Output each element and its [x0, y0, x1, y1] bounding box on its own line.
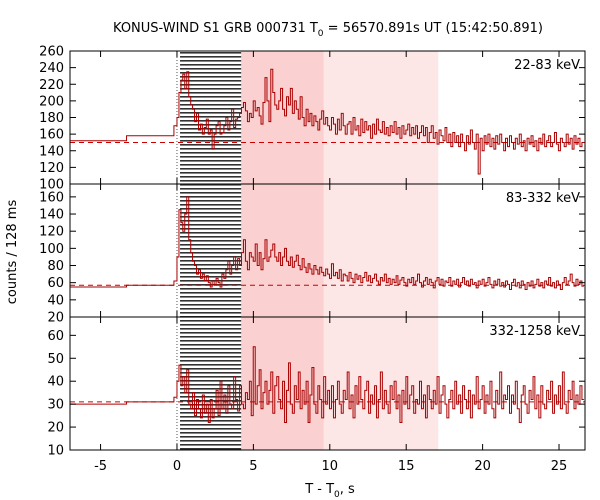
interval-light [323, 184, 439, 317]
y-tick-label: 80 [47, 259, 64, 274]
y-tick-label: 100 [39, 178, 64, 193]
y-tick-label: 220 [39, 78, 64, 93]
y-tick-label: 50 [47, 352, 64, 367]
interval-hatched [180, 317, 242, 450]
count-rate-curve [70, 196, 584, 291]
x-tick-label: 25 [551, 459, 568, 474]
count-rate-curve [70, 68, 584, 175]
y-tick-label: 140 [39, 208, 64, 223]
x-tick-label: -5 [94, 459, 107, 474]
count-rate-curve [70, 346, 584, 423]
panel-2: 20 40 60 80 100 120 140 160 83-332 keV [39, 183, 586, 326]
energy-band-label: 22-83 keV [514, 58, 580, 73]
panel-3: 10 20 30 40 50 60 332-1258 keV [47, 316, 586, 459]
interval-hatched [180, 184, 242, 317]
y-tick-label: 60 [47, 276, 64, 291]
y-tick-label: 120 [39, 161, 64, 176]
x-tick-label: 20 [474, 459, 491, 474]
y-tick-label: 240 [39, 61, 64, 76]
energy-band-label: 83-332 keV [506, 191, 580, 206]
interval-hatched [180, 51, 242, 184]
y-tick-label: 260 [39, 45, 64, 60]
y-axis-title: counts / 128 ms [5, 200, 20, 305]
y-tick-label: 180 [39, 111, 64, 126]
energy-band-label: 332-1258 keV [489, 324, 580, 339]
y-tick-label: 20 [47, 311, 64, 326]
y-tick-label: 100 [39, 242, 64, 257]
y-tick-label: 40 [47, 293, 64, 308]
x-tick-label: 10 [322, 459, 339, 474]
y-tick-label: 160 [39, 128, 64, 143]
y-tick-label: 30 [47, 398, 64, 413]
y-tick-label: 200 [39, 94, 64, 109]
y-tick-label: 60 [47, 329, 64, 344]
y-tick-label: 120 [39, 225, 64, 240]
x-tick-label: 5 [249, 459, 257, 474]
y-tick-label: 40 [47, 375, 64, 390]
x-axis-title: T - T0, s [304, 482, 355, 500]
y-tick-label: 160 [39, 190, 64, 205]
y-tick-label: 140 [39, 144, 64, 159]
y-tick-label: 20 [47, 421, 64, 436]
x-tick-label: 15 [398, 459, 415, 474]
chart-title: KONUS-WIND S1 GRB 000731 T0 = 56570.891s… [113, 21, 543, 39]
x-tick-label: 0 [173, 459, 181, 474]
y-tick-label: 10 [47, 444, 64, 459]
interval-mid [241, 184, 324, 317]
panel-frame [69, 316, 586, 451]
